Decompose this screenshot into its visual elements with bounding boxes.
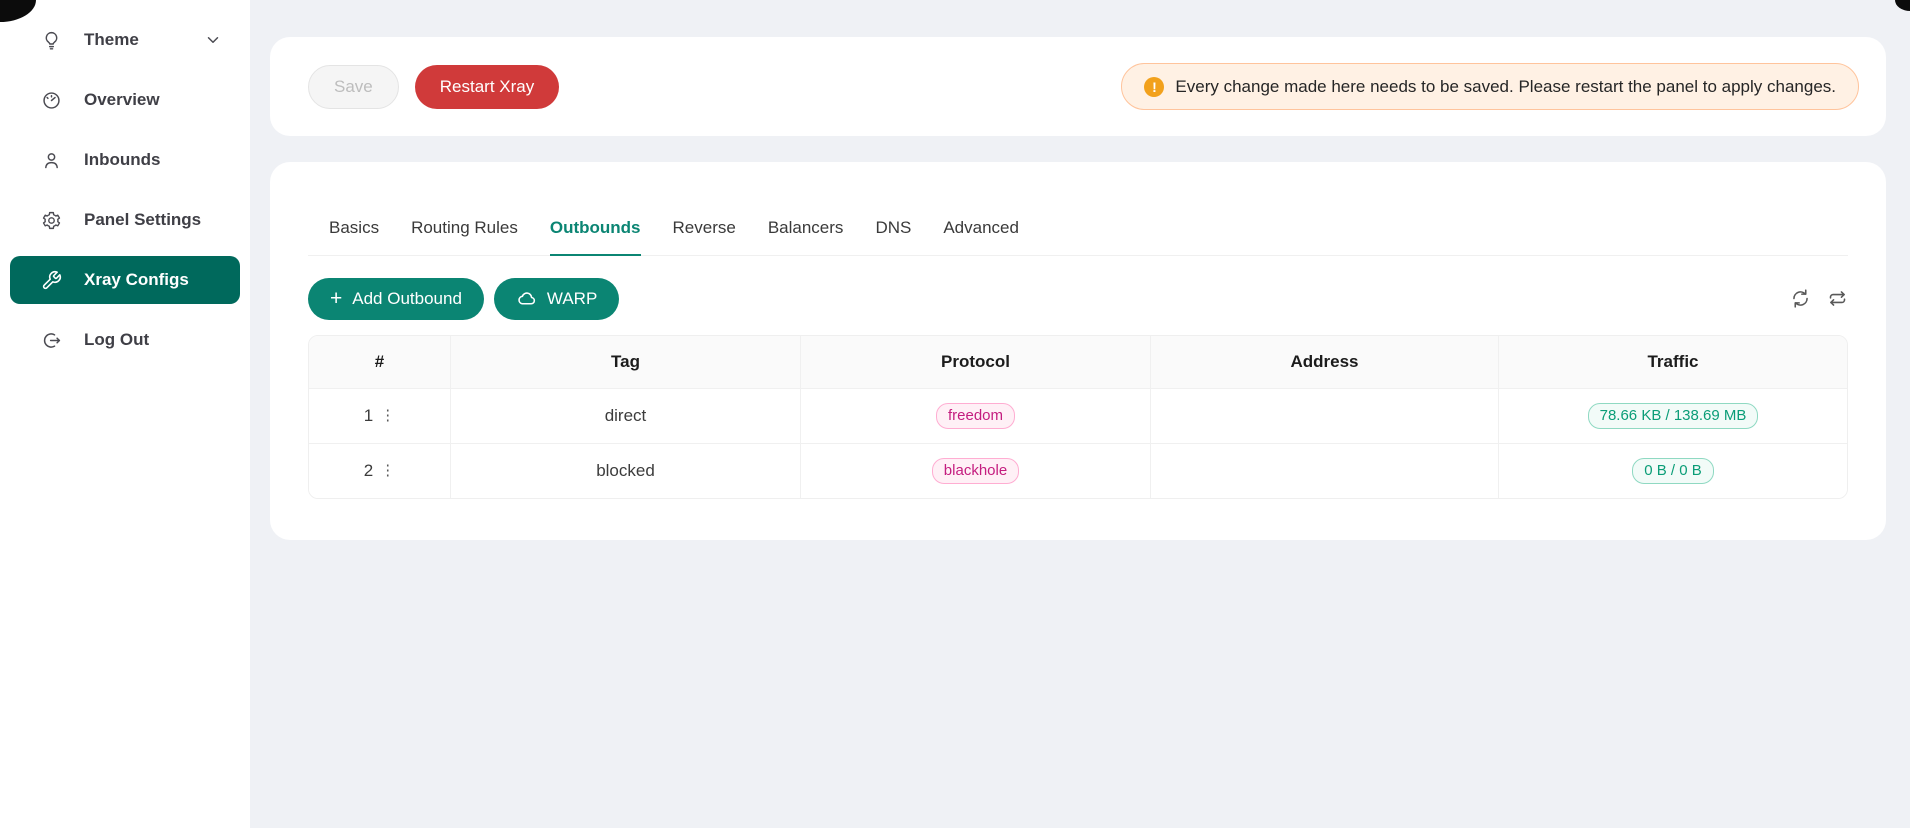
sidebar-item-label: Inbounds xyxy=(84,150,161,169)
tab-dns[interactable]: DNS xyxy=(875,218,912,237)
tab-advanced[interactable]: Advanced xyxy=(943,218,1019,237)
wrench-icon xyxy=(40,269,62,291)
sidebar-item-inbounds[interactable]: Inbounds xyxy=(10,136,240,184)
warning-icon: ! xyxy=(1144,76,1165,97)
column-header-tag: Tag xyxy=(451,335,801,388)
sidebar-item-panel-settings[interactable]: Panel Settings xyxy=(10,196,240,244)
content-card: Basics Routing Rules Outbounds Reverse B… xyxy=(270,162,1886,540)
traffic-badge: 0 B / 0 B xyxy=(1632,457,1714,484)
protocol-badge: freedom xyxy=(935,402,1016,429)
row-menu-icon[interactable]: ⋮ xyxy=(380,407,396,424)
actions-row: + Add Outbound WARP xyxy=(308,277,1848,320)
row-number: 1 xyxy=(363,405,374,425)
tab-reverse[interactable]: Reverse xyxy=(672,218,736,237)
gear-icon xyxy=(40,209,62,231)
sidebar-item-xray-configs[interactable]: Xray Configs xyxy=(10,256,240,304)
cell-address xyxy=(1151,387,1499,443)
toolbar-card: Save Restart Xray ! Every change made he… xyxy=(270,37,1886,136)
swap-icon[interactable] xyxy=(1827,288,1848,309)
sidebar-item-label: Theme xyxy=(84,30,139,49)
save-button[interactable]: Save xyxy=(308,64,399,109)
cell-protocol: freedom xyxy=(801,387,1151,443)
row-number: 2 xyxy=(363,460,374,480)
cell-protocol: blackhole xyxy=(801,442,1151,498)
sidebar-item-label: Xray Configs xyxy=(84,270,189,289)
sidebar-item-label: Panel Settings xyxy=(84,210,202,229)
sidebar-item-label: Log Out xyxy=(84,330,150,349)
table-row: 2 ⋮ blocked blackhole 0 B / 0 B xyxy=(309,442,1847,498)
warning-alert: ! Every change made here needs to be sav… xyxy=(1121,63,1859,110)
cell-tag: direct xyxy=(451,387,801,443)
column-header-protocol: Protocol xyxy=(801,335,1151,388)
outbounds-table: # Tag Protocol Address Traffic 1 ⋮ direc… xyxy=(308,334,1848,499)
refresh-icon[interactable] xyxy=(1790,288,1811,309)
cell-index: 2 ⋮ xyxy=(309,442,451,498)
add-outbound-label: Add Outbound xyxy=(352,288,462,308)
sidebar: Theme Overview Inbounds xyxy=(0,0,250,828)
tab-routing-rules[interactable]: Routing Rules xyxy=(411,218,518,237)
lightbulb-icon xyxy=(40,29,62,51)
sidebar-item-label: Overview xyxy=(84,90,160,109)
column-header-traffic: Traffic xyxy=(1499,335,1847,388)
logout-icon xyxy=(40,329,62,351)
sidebar-item-log-out[interactable]: Log Out xyxy=(10,316,240,364)
tab-bar: Basics Routing Rules Outbounds Reverse B… xyxy=(308,162,1848,256)
restart-xray-button[interactable]: Restart Xray xyxy=(414,64,560,109)
tab-balancers[interactable]: Balancers xyxy=(767,218,844,237)
add-outbound-button[interactable]: + Add Outbound xyxy=(308,277,484,320)
column-header-index: # xyxy=(309,335,451,388)
cell-traffic: 0 B / 0 B xyxy=(1499,442,1847,498)
cell-tag: blocked xyxy=(451,442,801,498)
warning-alert-text: Every change made here needs to be saved… xyxy=(1175,76,1836,96)
cell-index: 1 ⋮ xyxy=(309,387,451,443)
main-area: Save Restart Xray ! Every change made he… xyxy=(250,0,1910,828)
protocol-badge: blackhole xyxy=(931,457,1020,484)
corner-decoration-right xyxy=(1895,0,1910,11)
table-header-row: # Tag Protocol Address Traffic xyxy=(309,335,1847,388)
table-row: 1 ⋮ direct freedom 78.66 KB / 138.69 MB xyxy=(309,387,1847,443)
sidebar-item-theme[interactable]: Theme xyxy=(10,16,240,64)
warp-button[interactable]: WARP xyxy=(493,277,620,320)
cell-traffic: 78.66 KB / 138.69 MB xyxy=(1499,387,1847,443)
tab-basics[interactable]: Basics xyxy=(329,218,380,237)
row-menu-icon[interactable]: ⋮ xyxy=(380,462,396,479)
plus-icon: + xyxy=(330,287,343,310)
column-header-address: Address xyxy=(1151,335,1499,388)
warp-label: WARP xyxy=(546,288,598,308)
sidebar-item-overview[interactable]: Overview xyxy=(10,76,240,124)
user-icon xyxy=(40,149,62,171)
tab-outbounds[interactable]: Outbounds xyxy=(549,218,641,256)
chevron-down-icon xyxy=(204,31,222,49)
traffic-badge: 78.66 KB / 138.69 MB xyxy=(1587,402,1759,429)
dashboard-icon xyxy=(40,89,62,111)
cell-address xyxy=(1151,442,1499,498)
cloud-icon xyxy=(516,288,537,309)
